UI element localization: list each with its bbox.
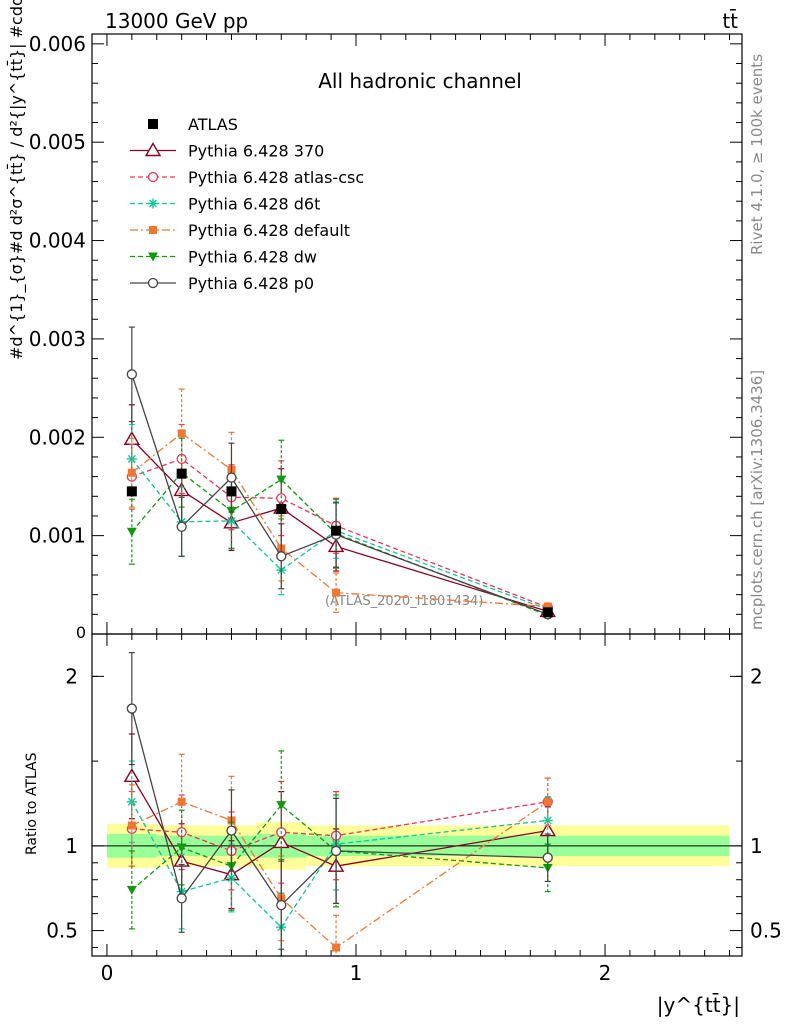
ratio-point-pythia-6-428-dw-3 [276,801,287,811]
ratio-point-pythia-6-428-default-1 [177,797,186,806]
x-tick-label: 1 [350,961,363,985]
main-line-pythia-6-428-p0 [131,374,548,615]
main-point-atlas-4 [331,525,342,536]
legend-marker-pythia-6-428-p0 [147,277,159,289]
main-point-pythia-6-428-p0-2 [226,472,237,483]
legend-label-atlas: ATLAS [188,115,238,134]
legend-marker-pythia-6-428-d6t [148,198,158,209]
ratio-point-pythia-6-428-p0-0 [126,703,137,714]
x-tick-label: 2 [599,961,612,985]
ratio-line-pythia-6-428-default [131,801,549,949]
legend: ATLAS Pythia 6.428 370 Pythia 6.428 atlas-… [130,115,364,293]
legend-marker-atlas [148,119,158,129]
main-point-pythia-6-428-p0-0 [126,369,137,380]
main-line-pythia-6-428-atlas-csc [131,458,548,609]
ratio-frame [91,633,743,957]
main-point-pythia-6-428-p0-1 [176,521,187,532]
legend-marker-pythia-6-428-dw [148,252,158,262]
main-point-atlas-1 [176,468,187,479]
ratio-point-pythia-6-428-dw-1 [176,843,187,853]
ratio-line-pythia-6-428-p0 [131,708,548,907]
main-ytick-label: 0.005 [29,130,86,154]
main-point-pythia-6-428-dw-0 [126,527,137,537]
main-ytick-label-zero: 0 [76,623,86,642]
ratio-point-pythia-6-428-default-5 [543,797,552,806]
ratio-point-pythia-6-428-p0-4 [330,845,342,857]
ratio-line-pythia-6-428-370 [131,776,548,876]
x-tick-label: 0 [101,961,114,985]
main-point-pythia-6-428-default-4 [332,588,341,597]
main-y-axis-label: #d^{1}_{σ}#d d²σ^{tt̄} / d²{|y^{tt̄}| #c… [7,0,27,360]
ratio-point-pythia-6-428-p0-2 [226,825,237,836]
x-axis-label: |y^{tt̄}| [657,992,740,1017]
main-ytick-label: 0.006 [29,32,86,56]
ratio-panel: Ratio to ATLAS |y^{tt̄}| 0 1 2 0.5 0.5 1 1 2 2 [24,633,782,1017]
ratio-ytick-label-right: 2 [750,664,763,688]
process-label: tt̄ [722,8,738,33]
rivet-label: Rivet 4.1.0, ≥ 100k events [748,54,766,255]
ratio-ytick-label-right: 1 [750,834,763,858]
legend-label-pythia-6-428-370: Pythia 6.428 370 [188,142,324,161]
legend-marker-pythia-6-428-atlas-csc [147,171,159,183]
legend-label-pythia-6-428-d6t: Pythia 6.428 d6t [188,195,320,214]
legend-marker-pythia-6-428-default [149,226,157,234]
main-panel: All hadronic channel #d^{1}_{σ}#d d²σ^{t… [7,0,743,642]
legend-label-pythia-6-428-atlas-csc: Pythia 6.428 atlas-csc [188,168,364,187]
analysis-watermark: (ATLAS_2020_I1801434) [325,594,483,609]
mcplots-label: mcplots.cern.ch [arXiv:1306.3436] [748,370,766,630]
main-point-pythia-6-428-default-0 [127,468,136,477]
ratio-ytick-label-left: 1 [65,834,78,858]
ratio-ytick-label-left: 2 [65,664,78,688]
main-ytick-label: 0.001 [29,524,86,548]
ratio-line-pythia-6-428-atlas-csc [131,801,548,852]
legend-label-pythia-6-428-default: Pythia 6.428 default [188,221,350,240]
ratio-line-pythia-6-428-dw [131,804,548,891]
main-ytick-label: 0.002 [29,425,86,449]
legend-label-pythia-6-428-dw: Pythia 6.428 dw [188,248,317,267]
ratio-point-pythia-6-428-dw-0 [126,885,137,895]
ratio-ytick-label-right: 0.5 [750,919,782,943]
main-point-pythia-6-428-dw-3 [276,475,287,485]
ratio-point-pythia-6-428-default-0 [127,821,136,830]
legend-marker-pythia-6-428-370 [144,142,162,157]
main-point-atlas-2 [226,486,237,497]
main-ytick-label: 0.003 [29,327,86,351]
legend-label-pythia-6-428-p0: Pythia 6.428 p0 [188,274,314,293]
ratio-point-pythia-6-428-default-4 [332,943,341,952]
ratio-point-pythia-6-428-p0-1 [176,893,187,904]
ratio-point-pythia-6-428-p0-3 [276,900,287,911]
main-point-pythia-6-428-default-1 [177,429,186,438]
main-point-atlas-3 [276,504,287,515]
main-point-pythia-6-428-default-5 [543,602,552,611]
ratio-ytick-label-left: 0.5 [46,919,78,943]
ratio-y-axis-label: Ratio to ATLAS [24,752,40,855]
main-ytick-label: 0.004 [29,229,86,253]
legend-marker-pythia-6-428-d6t-stroke-d2 [149,199,157,208]
ratio-point-pythia-6-428-p0-5 [542,852,553,863]
main-line-pythia-6-428-d6t [131,458,548,611]
main-line-pythia-6-428-default [131,432,548,608]
main-title: All hadronic channel [318,69,522,93]
main-point-atlas-5 [542,607,553,618]
main-point-atlas-0 [126,486,137,497]
main-point-pythia-6-428-p0-3 [276,551,287,562]
energy-label: 13000 GeV pp [105,9,248,33]
